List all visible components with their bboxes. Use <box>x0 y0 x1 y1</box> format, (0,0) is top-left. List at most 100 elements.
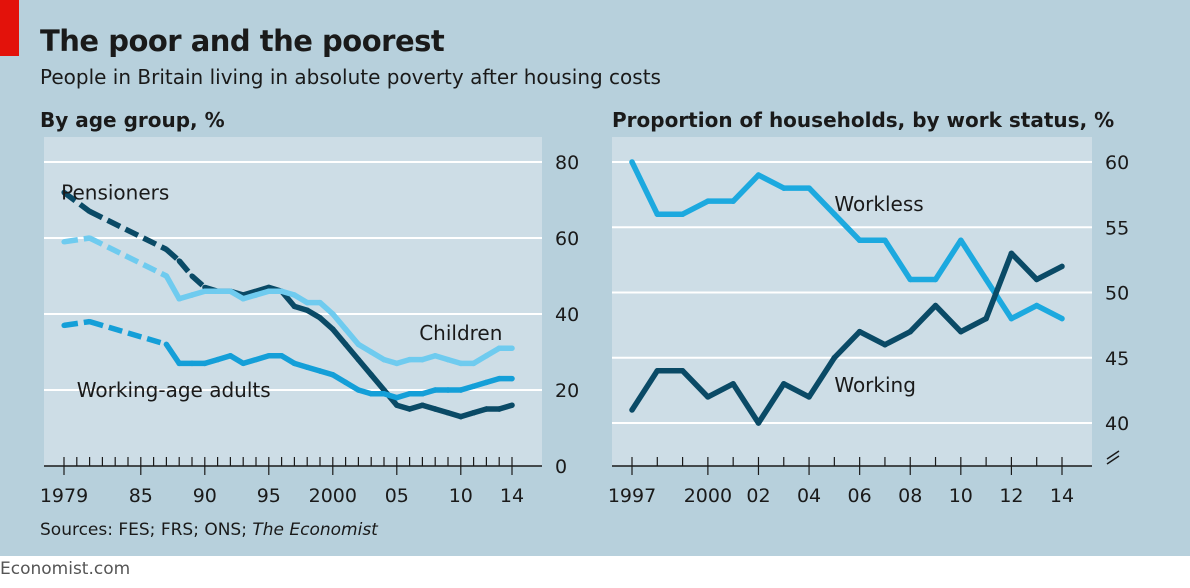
series-segment-pensioners <box>62 190 92 214</box>
data-point-pensioners <box>445 410 451 416</box>
data-point-working-age-adults <box>291 360 297 366</box>
x-tick-label: 08 <box>898 485 922 507</box>
chart-title: The poor and the poorest <box>40 24 445 58</box>
data-point-working-age-adults <box>279 353 285 359</box>
series-segment-workless <box>755 172 787 191</box>
series-segment-pensioners <box>164 247 182 263</box>
series-segment-pensioners <box>368 372 387 393</box>
data-point-children <box>330 311 336 317</box>
data-point-pensioners <box>355 357 361 363</box>
data-point-children <box>189 292 195 298</box>
data-point-pensioners <box>304 307 310 313</box>
series-segment-workless <box>831 211 863 244</box>
series-segment-pensioners <box>177 259 195 278</box>
data-point-children <box>215 288 221 294</box>
data-point-working <box>1059 263 1065 269</box>
data-point-children <box>368 349 374 355</box>
x-tick-label: 1979 <box>40 485 88 507</box>
data-point-working <box>705 394 711 400</box>
series-segment-children <box>317 299 336 317</box>
x-tick-label: 10 <box>949 485 973 507</box>
data-point-children <box>445 357 451 363</box>
data-point-working-age-adults <box>61 322 67 328</box>
data-point-children <box>87 235 93 241</box>
x-tick-label: 14 <box>500 485 524 507</box>
x-tick-label: 90 <box>193 485 217 507</box>
data-point-working <box>806 394 812 400</box>
data-point-pensioners <box>61 189 67 195</box>
data-point-workless <box>730 198 736 204</box>
data-point-workless <box>1059 316 1065 322</box>
data-point-working-age-adults <box>509 376 515 382</box>
series-segment-working-age-adults <box>88 318 168 348</box>
source-note: Sources: FES; FRS; ONS; The Economist <box>40 520 378 540</box>
series-segment-working <box>958 315 989 335</box>
data-point-working-age-adults <box>176 360 182 366</box>
data-point-children <box>240 296 246 302</box>
data-point-working-age-adults <box>227 353 233 359</box>
chart-work: 40 45 50 55 60 1997 2000 02 04 06 08 10 12 14 Workless… <box>608 137 1129 507</box>
data-point-pensioners <box>432 406 438 412</box>
series-segment-pensioners <box>88 208 168 252</box>
data-point-working-age-adults <box>471 383 477 389</box>
data-point-pensioners <box>189 273 195 279</box>
data-point-working <box>781 381 787 387</box>
data-point-children <box>496 345 502 351</box>
data-point-children <box>317 300 323 306</box>
data-point-children <box>266 288 272 294</box>
data-point-workless <box>882 237 888 243</box>
data-point-working-age-adults <box>355 387 361 393</box>
data-point-workless <box>958 237 964 243</box>
data-point-working <box>1034 276 1040 283</box>
data-point-working-age-adults <box>483 379 489 385</box>
data-point-working-age-adults <box>381 391 387 397</box>
data-point-children <box>291 292 297 298</box>
data-point-working <box>1008 250 1015 256</box>
x-tick-label: 04 <box>797 485 821 507</box>
data-point-workless <box>806 185 812 191</box>
series-segment-pensioners <box>330 326 349 348</box>
data-point-working-age-adults <box>202 360 208 366</box>
data-point-children <box>419 357 425 363</box>
data-point-children <box>343 326 349 332</box>
data-point-workless <box>705 198 711 204</box>
y-tick-label: 60 <box>1105 152 1129 174</box>
x-tick-label: 10 <box>449 485 473 507</box>
data-point-working-age-adults <box>343 379 349 385</box>
data-point-children <box>253 292 259 298</box>
data-point-children <box>163 273 169 279</box>
series-segment-working <box>907 302 939 335</box>
data-point-children <box>483 353 489 359</box>
series-segment-working-age-adults <box>163 341 182 367</box>
chart-age: 0 20 40 60 80 1979 85 90 95 2000 05 10 14 Pensioners C… <box>40 137 579 507</box>
series-segment-working <box>831 328 863 361</box>
series-segment-workless <box>882 237 913 283</box>
data-point-children <box>381 357 387 363</box>
series-segment-workless <box>679 198 711 217</box>
data-point-workless <box>932 276 939 283</box>
data-point-workless <box>654 211 660 217</box>
data-point-workless <box>679 211 686 217</box>
data-point-working <box>932 302 939 309</box>
series-segment-working <box>806 355 838 400</box>
series-segment-working <box>679 368 711 400</box>
data-point-working-age-adults <box>407 391 413 397</box>
data-point-workless <box>781 185 787 191</box>
series-segment-pensioners <box>355 356 374 378</box>
series-segment-children <box>88 235 168 279</box>
left-panel-title: By age group, % <box>40 108 225 132</box>
data-point-workless <box>983 276 989 283</box>
data-point-pensioners <box>330 326 336 332</box>
data-point-pensioners <box>407 406 413 412</box>
data-point-pensioners <box>317 315 323 321</box>
data-point-pensioners <box>471 410 477 416</box>
data-point-working <box>857 329 863 335</box>
footer-brand: Economist.com <box>0 559 131 579</box>
data-point-working <box>755 420 762 426</box>
brand-red-bar <box>0 0 19 56</box>
data-point-working <box>629 407 635 413</box>
source-text: Sources: FES; FRS; ONS; <box>40 520 253 540</box>
data-point-pensioners <box>291 303 297 309</box>
x-tick-label: 06 <box>848 485 872 507</box>
